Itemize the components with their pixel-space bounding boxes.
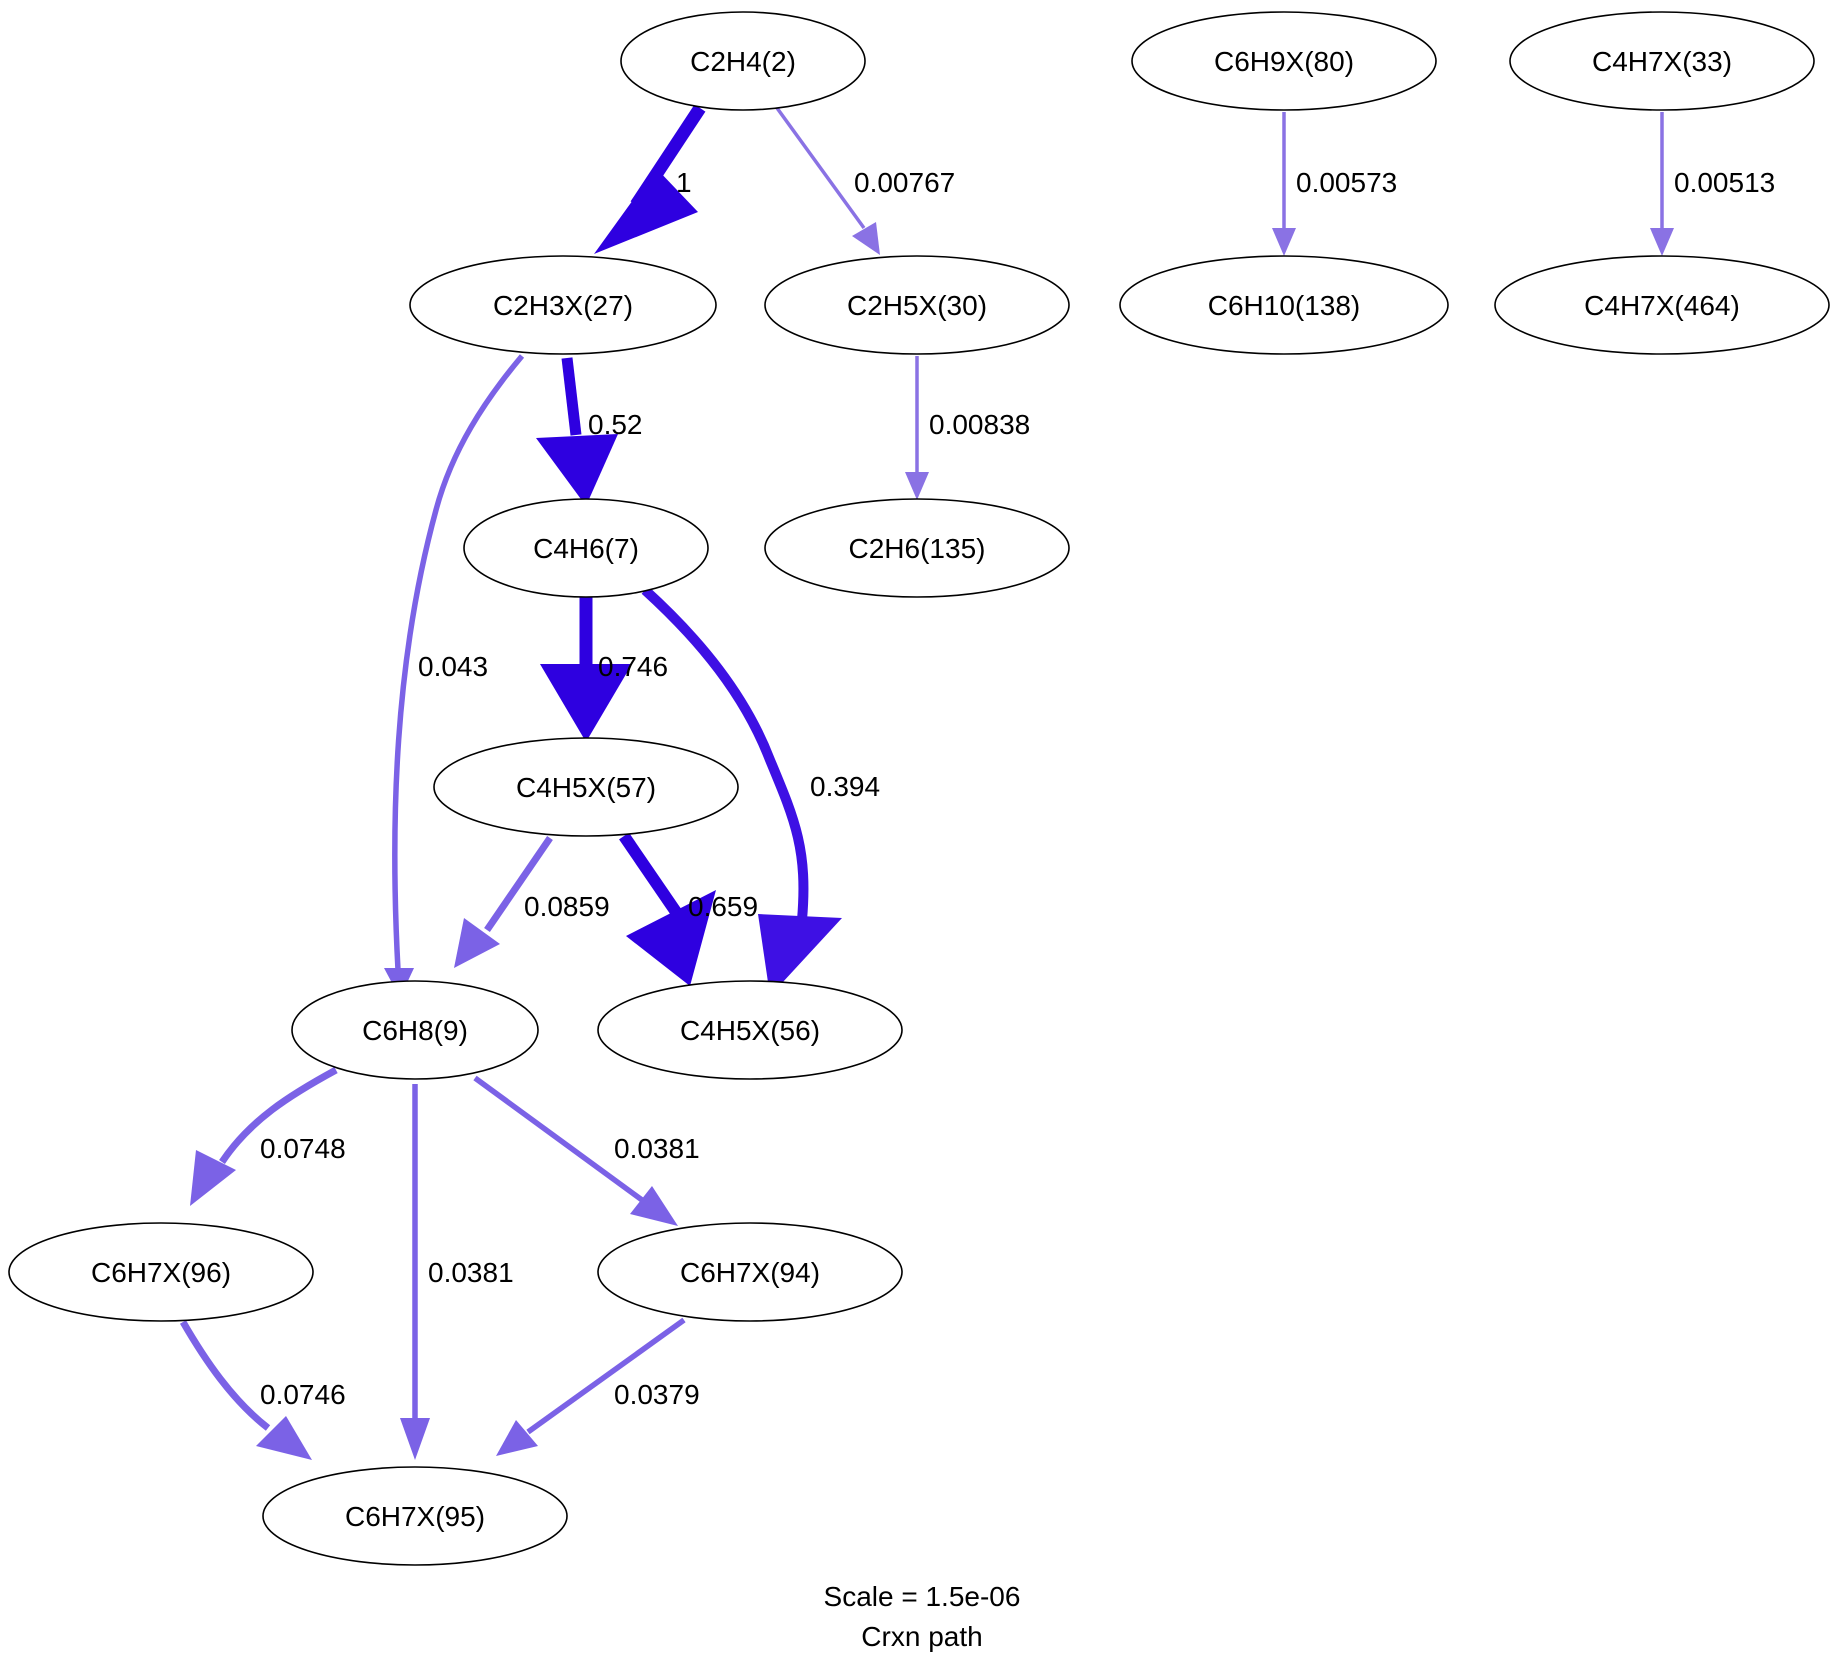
node-label: C4H5X(57) (516, 772, 656, 803)
node-c4h5x-57: C4H5X(57) (433, 737, 739, 837)
node-label: C4H6(7) (533, 533, 639, 564)
edge-label-flux: 0.52 (588, 409, 643, 440)
edge-c2h5x-30-to-c2h6-135: 0.00838 (905, 356, 1030, 500)
node-c6h7x-94: C6H7X(94) (597, 1222, 903, 1322)
edge-c2h3x-27-to-c6h8-9: 0.043 (384, 354, 525, 998)
edge-c6h9x-80-to-c6h10-138: 0.00573 (1272, 112, 1397, 256)
edge-label-flux: 0.00767 (854, 167, 955, 198)
edge-c2h4-to-c2h5x-30: 0.00767 (775, 106, 955, 255)
edge-c6h8-9-to-c6h7x-96: 0.0748 (190, 1066, 346, 1206)
edge-label-flux: 0.00838 (929, 409, 1030, 440)
edge-label-flux: 0.394 (810, 771, 880, 802)
edge-c6h7x-96-to-c6h7x-95: 0.0746 (179, 1320, 346, 1460)
edge-c2h3x-27-to-c4h6-7: 0.52 (536, 357, 643, 506)
node-label: C6H8(9) (362, 1015, 468, 1046)
edge-c2h4-to-c2h3x-27: 1 (594, 104, 706, 254)
edge-c4h6-7-to-c4h5x-56: 0.394 (641, 586, 880, 996)
node-c4h7x-464: C4H7X(464) (1494, 255, 1830, 355)
node-c6h8-9: C6H8(9) (291, 980, 539, 1080)
node-label: C6H7X(96) (91, 1257, 231, 1288)
node-label: C6H7X(94) (680, 1257, 820, 1288)
edge-c6h7x-94-to-c6h7x-95: 0.0379 (496, 1317, 700, 1456)
node-c2h6-135: C2H6(135) (764, 498, 1070, 598)
edge-label-flux: 0.0746 (260, 1379, 346, 1410)
node-label: C6H7X(95) (345, 1501, 485, 1532)
edge-label-flux: 0.0381 (428, 1257, 514, 1288)
node-label: C2H5X(30) (847, 290, 987, 321)
node-c4h7x-33: C4H7X(33) (1509, 11, 1815, 111)
node-label: C6H10(138) (1208, 290, 1361, 321)
edge-c4h7x-33-to-c4h7x-464: 0.00513 (1650, 112, 1775, 256)
node-c6h7x-95: C6H7X(95) (262, 1466, 568, 1566)
edge-label-flux: 0.0379 (614, 1379, 700, 1410)
node-c6h10-138: C6H10(138) (1119, 255, 1449, 355)
node-c2h3x-27: C2H3X(27) (409, 255, 717, 355)
edge-c6h8-9-to-c6h7x-95: 0.0381 (400, 1084, 514, 1460)
edge-label-flux: 0.043 (418, 651, 488, 682)
edge-c4h5x-57-to-c4h5x-56: 0.659 (619, 832, 758, 986)
node-c6h9x-80: C6H9X(80) (1131, 11, 1437, 111)
scale-caption: Scale = 1.5e-06 (824, 1581, 1021, 1612)
node-label: C6H9X(80) (1214, 46, 1354, 77)
graph-title: Crxn path (861, 1621, 982, 1652)
node-c6h7x-96: C6H7X(96) (8, 1222, 314, 1322)
node-label: C2H3X(27) (493, 290, 633, 321)
edge-label-flux: 0.0748 (260, 1133, 346, 1164)
edge-label-flux: 0.0859 (524, 891, 610, 922)
node-c2h4-2: C2H4(2) (620, 11, 866, 111)
node-label: C4H5X(56) (680, 1015, 820, 1046)
node-c2h5x-30: C2H5X(30) (764, 255, 1070, 355)
node-c4h6-7: C4H6(7) (463, 498, 709, 598)
edge-label-flux: 0.746 (598, 651, 668, 682)
node-label: C4H7X(464) (1584, 290, 1740, 321)
edge-label-flux: 0.00573 (1296, 167, 1397, 198)
edge-label-flux: 1 (676, 167, 692, 198)
node-label: C4H7X(33) (1592, 46, 1732, 77)
edge-label-flux: 0.659 (688, 891, 758, 922)
edge-c6h8-9-to-c6h7x-94: 0.0381 (473, 1075, 700, 1226)
edge-c4h5x-57-to-c6h8-9: 0.0859 (454, 836, 610, 968)
edge-c4h6-7-to-c4h5x-57: 0.746 (540, 596, 668, 742)
node-label: C2H6(135) (849, 533, 986, 564)
node-c4h5x-56: C4H5X(56) (597, 980, 903, 1080)
edge-label-flux: 0.0381 (614, 1133, 700, 1164)
edge-label-flux: 0.00513 (1674, 167, 1775, 198)
node-label: C2H4(2) (690, 46, 796, 77)
